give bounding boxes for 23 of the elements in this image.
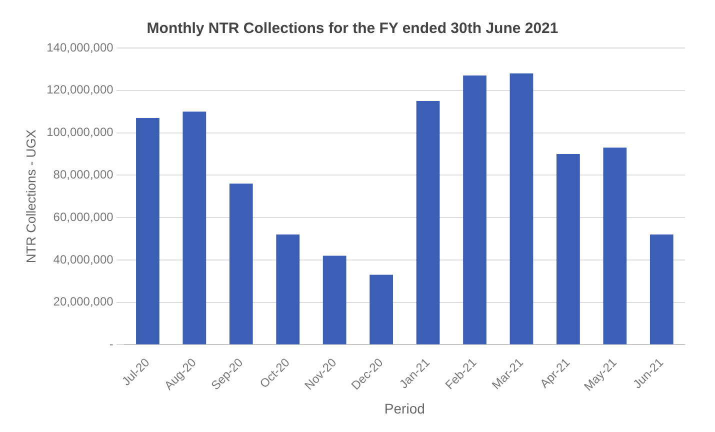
y-tick-label: 100,000,000 [46, 125, 114, 140]
bar [510, 73, 534, 344]
bar [276, 234, 300, 344]
bar [603, 148, 627, 344]
y-tick-label: 80,000,000 [53, 167, 114, 182]
bar [229, 184, 253, 344]
y-tick-label: 40,000,000 [53, 252, 114, 266]
chart-title: Monthly NTR Collections for the FY ended 30th June 2021 [146, 20, 558, 38]
bar [556, 154, 580, 344]
y-tick-label: 20,000,000 [53, 294, 114, 309]
x-axis-title: Period [384, 400, 425, 416]
y-tick-label: 120,000,000 [46, 82, 114, 97]
bar [463, 76, 486, 344]
y-tick-label: - [109, 337, 114, 352]
y-tick-label: 140,000,000 [46, 40, 114, 54]
bar [182, 112, 206, 344]
bar [136, 118, 160, 344]
bar [650, 234, 674, 344]
y-axis-title: NTR Collections - UGX [23, 129, 38, 264]
bar [370, 274, 393, 344]
bar [322, 256, 346, 344]
y-tick-label: 60,000,000 [53, 210, 114, 224]
bar [416, 100, 440, 344]
